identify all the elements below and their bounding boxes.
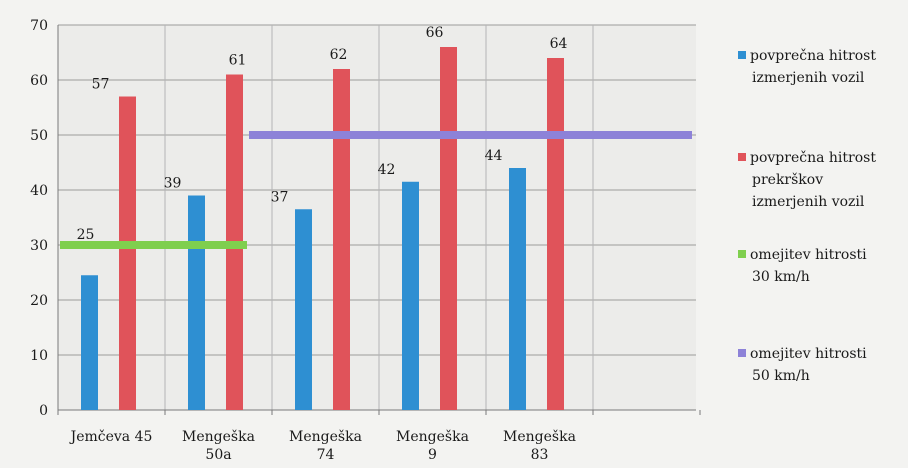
legend-label: 30 km/h (752, 269, 810, 285)
x-tick-label: Mengeška (289, 428, 362, 445)
legend-label: prekrškov (752, 171, 823, 188)
legend-item-limit-30: omejitev hitrosti 30 km/h (738, 247, 867, 285)
data-label-red: 62 (330, 47, 348, 63)
x-tick-label: Mengeška (182, 428, 255, 445)
bar-avg-speed (295, 209, 312, 410)
legend-label: izmerjenih vozil (752, 194, 865, 210)
plot-area (58, 25, 696, 410)
data-label-blue: 25 (77, 227, 95, 243)
y-tick-label: 20 (30, 293, 48, 309)
bar-avg-speed-violations (119, 96, 136, 410)
y-tick-label: 70 (30, 18, 48, 34)
data-label-red: 64 (550, 36, 568, 52)
x-tick-label: Jemčeva 45 (69, 429, 153, 445)
legend-item-avg-speed-violations: povprečna hitrost prekrškov izmerjenih voz… (738, 150, 876, 210)
bar-avg-speed-violations (547, 58, 564, 410)
y-tick-label: 50 (30, 128, 48, 144)
data-label-blue: 37 (271, 189, 289, 205)
y-tick-label: 30 (30, 238, 48, 254)
legend-label: povprečna hitrost (750, 150, 876, 166)
x-tick-label: 50a (205, 447, 231, 463)
bar-avg-speed-violations (440, 47, 457, 410)
data-label-blue: 44 (485, 148, 503, 164)
y-tick-label: 40 (30, 183, 48, 199)
legend-swatch (738, 51, 746, 59)
legend-label: omejitev hitrosti (750, 346, 867, 362)
bar-avg-speed (81, 275, 98, 410)
data-label-blue: 42 (378, 162, 396, 178)
bar-avg-speed (402, 181, 419, 410)
y-tick-label: 0 (39, 403, 48, 419)
data-label-blue: 39 (164, 176, 182, 192)
legend-swatch (738, 250, 746, 258)
legend-swatch (738, 349, 746, 357)
legend-label: 50 km/h (752, 368, 810, 384)
x-tick-label: 83 (531, 447, 549, 463)
x-tick-label: Mengeška (503, 428, 576, 445)
legend-item-limit-50: omejitev hitrosti 50 km/h (738, 346, 867, 384)
bar-avg-speed-violations (333, 69, 350, 410)
data-label-red: 61 (229, 53, 247, 69)
x-tick-label: 9 (428, 447, 437, 463)
x-tick-label: 74 (317, 447, 335, 463)
legend-label: povprečna hitrost (750, 48, 876, 64)
y-tick-label: 60 (30, 73, 48, 89)
bar-avg-speed (188, 195, 205, 410)
data-label-red: 66 (426, 25, 444, 41)
bar-avg-speed (509, 168, 526, 410)
y-tick-label: 10 (30, 348, 48, 364)
x-tick-label: Mengeška (396, 428, 469, 445)
legend-label: omejitev hitrosti (750, 247, 867, 263)
legend-swatch (738, 153, 746, 161)
legend-label: izmerjenih vozil (752, 70, 865, 86)
legend-item-avg-speed: povprečna hitrost izmerjenih vozil (738, 48, 876, 86)
data-label-red: 57 (92, 77, 110, 93)
